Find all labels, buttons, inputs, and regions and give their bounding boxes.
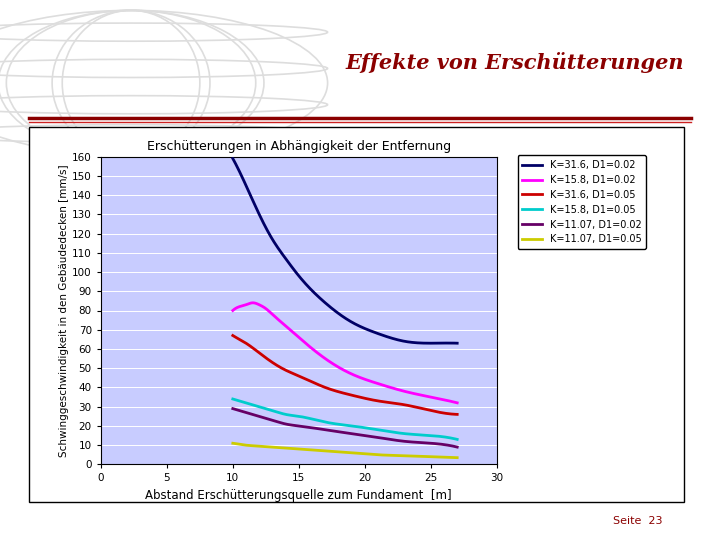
X-axis label: Abstand Erschütterungsquelle zum Fundament  [m]: Abstand Erschütterungsquelle zum Fundame… — [145, 489, 452, 502]
Text: Effekte von Erschütterungen: Effekte von Erschütterungen — [346, 52, 684, 72]
Title: Erschütterungen in Abhängigkeit der Entfernung: Erschütterungen in Abhängigkeit der Entf… — [147, 140, 451, 153]
Text: Seite  23: Seite 23 — [613, 516, 662, 526]
Y-axis label: Schwinggeschwindigkeit in den Gebäudedecken [mm/s]: Schwinggeschwindigkeit in den Gebäudedec… — [59, 164, 69, 457]
Legend: K=31.6, D1=0.02, K=15.8, D1=0.02, K=31.6, D1=0.05, K=15.8, D1=0.05, K=11.07, D1=: K=31.6, D1=0.02, K=15.8, D1=0.02, K=31.6… — [518, 156, 646, 249]
